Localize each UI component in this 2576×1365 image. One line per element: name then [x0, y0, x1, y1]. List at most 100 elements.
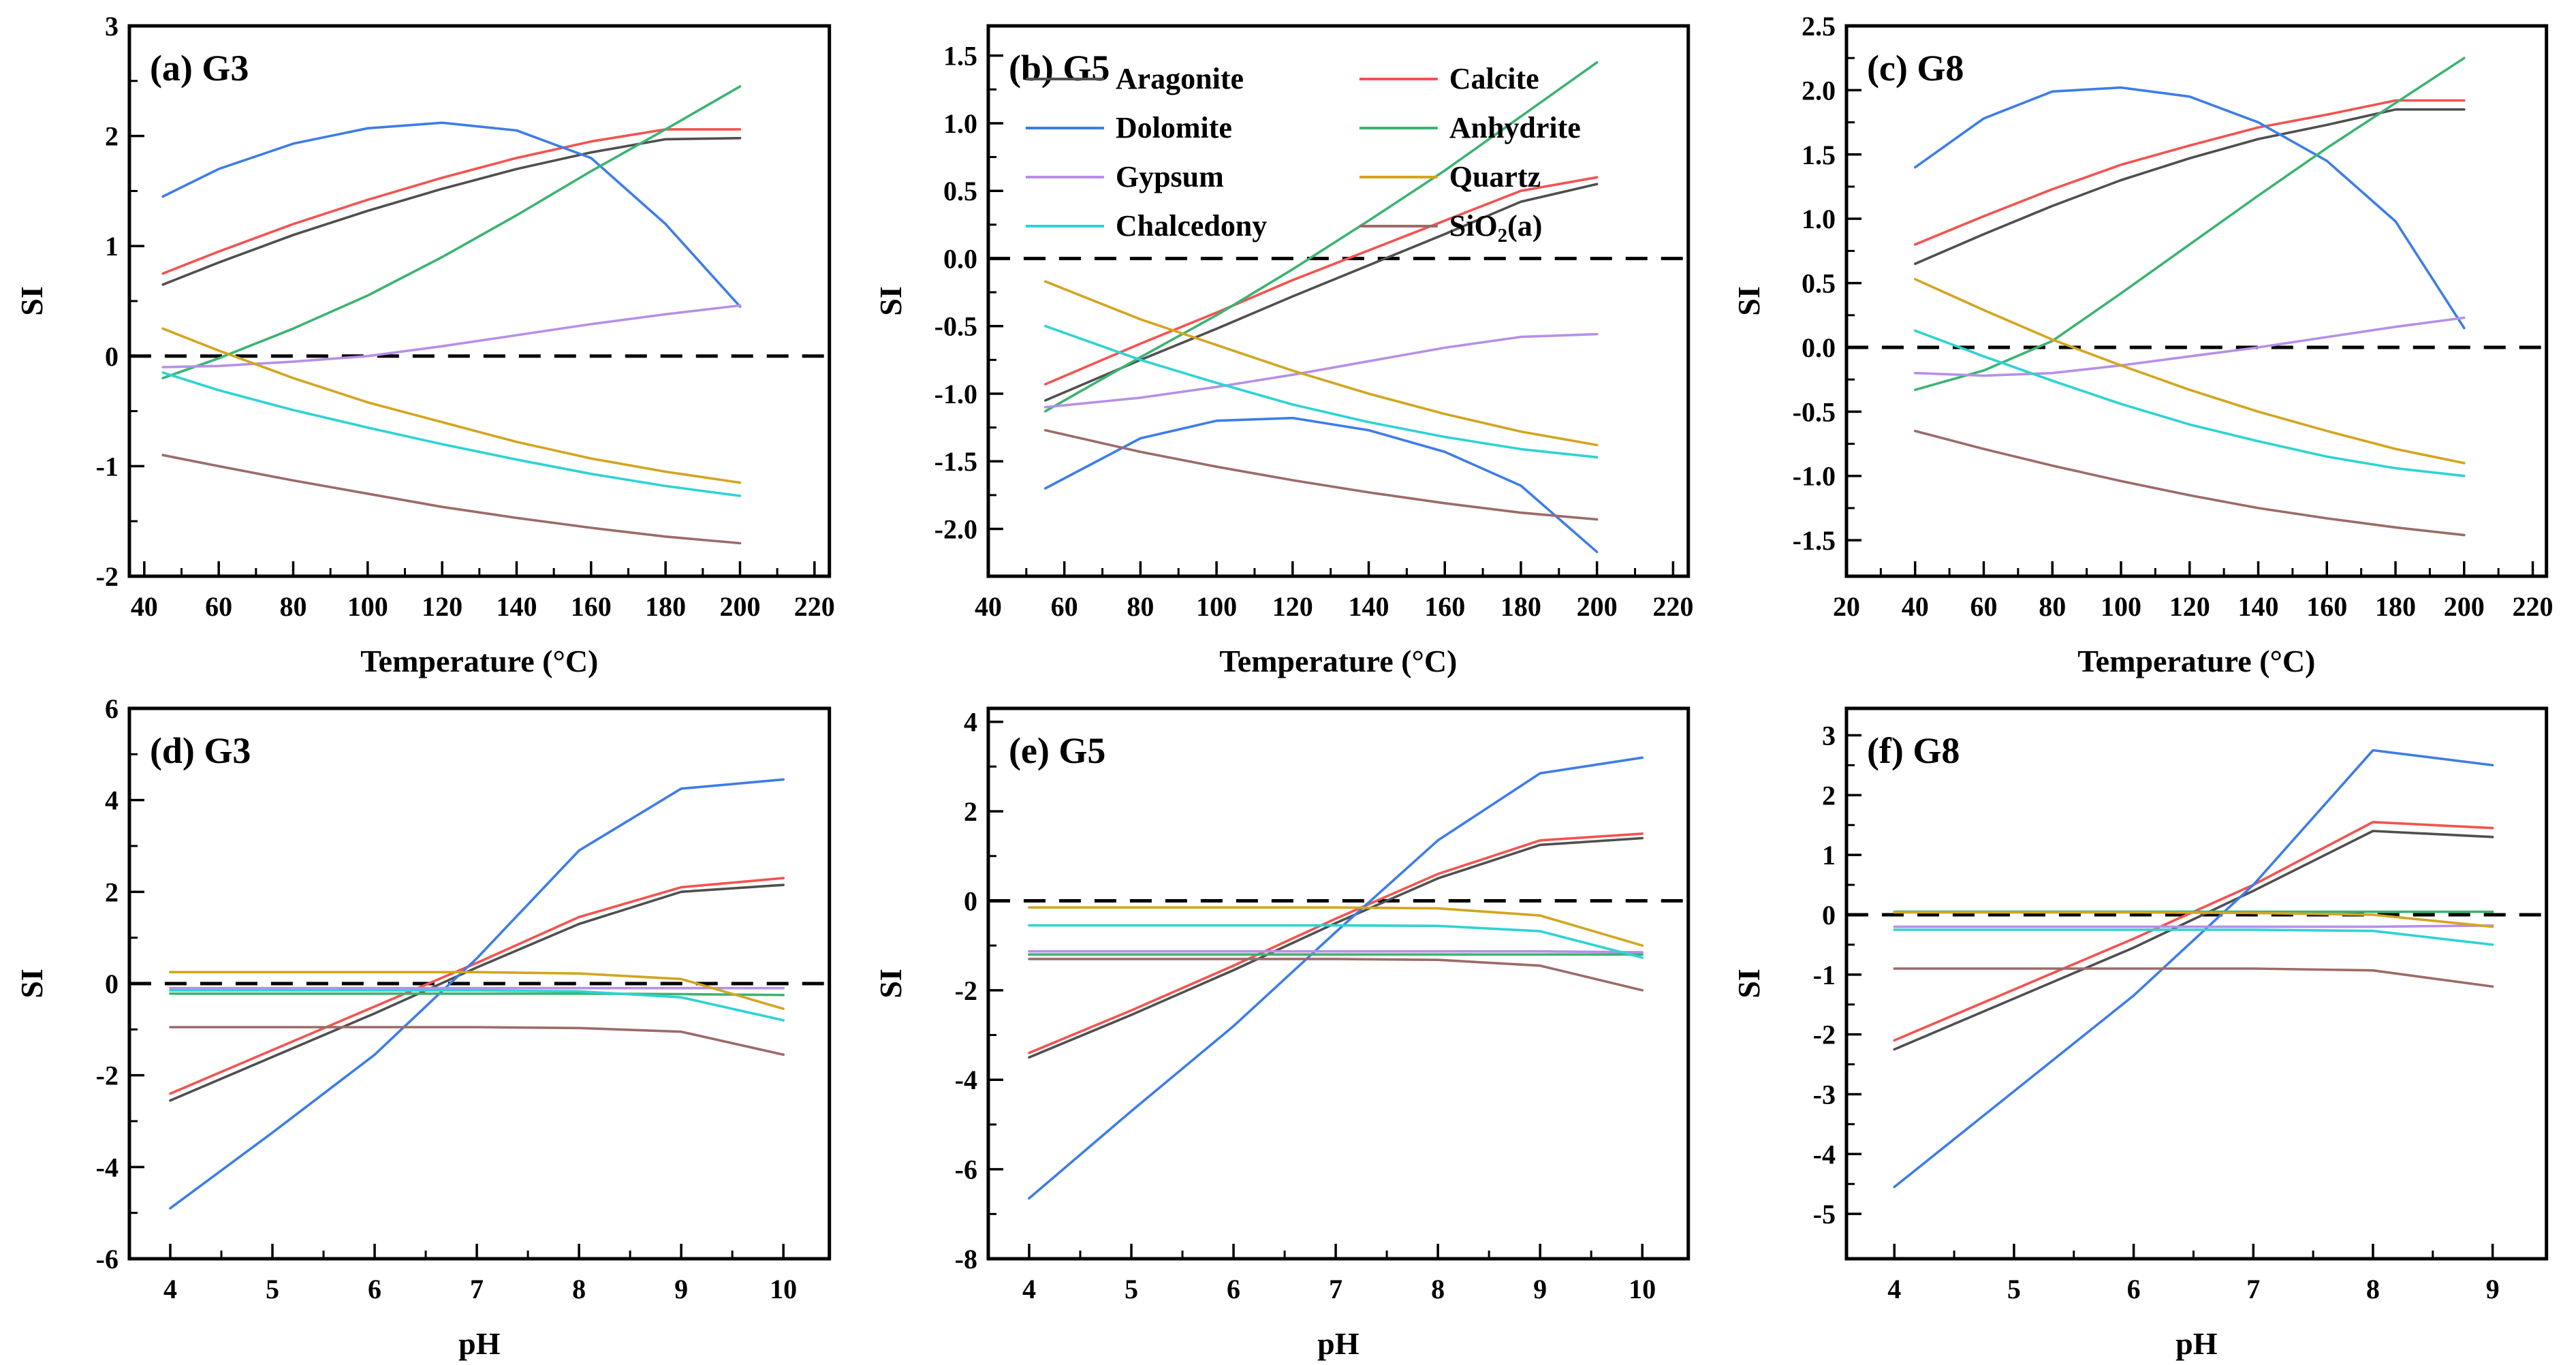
panel-title: (d) G3 [150, 730, 251, 771]
x-tick-label: 10 [1629, 1274, 1656, 1304]
x-tick-label: 5 [1125, 1274, 1138, 1304]
series-calcite [1914, 99, 2466, 246]
series-chalcedony [1893, 928, 2494, 946]
y-tick-label: -1 [1813, 960, 1836, 990]
series-aragonite [1043, 183, 1599, 402]
panel-e-chart: 4 5 6 7 8 9 10 -8 -6 -4 -2 0 2 4 (e) G5 pH SI [873, 706, 1690, 1361]
panel-c-chart: 20 40 60 80 100 120 140 160 180 200 220 -1.5 -1.0 -0.… [1731, 11, 2554, 678]
y-tick-label: -1 [96, 451, 119, 482]
series-quartz [169, 971, 785, 1010]
x-tick-label: 60 [1970, 591, 1998, 622]
y-tick-label: 1.0 [943, 108, 977, 139]
series-chalcedony [161, 371, 742, 497]
x-tick-label: 8 [2366, 1274, 2380, 1304]
panel-title: (c) G8 [1867, 48, 1964, 89]
legend-label: Aragonite [1116, 62, 1244, 95]
series-dolomite [1914, 86, 2466, 330]
plot-frame [1844, 24, 2549, 578]
plot-frame [986, 706, 1690, 1261]
series-gypsum [1914, 316, 2466, 377]
panel-a-g3-temperature: 40 60 80 100 120 140 160 180 200 220 -2 -1 0 1 2 3 (a) G… [0, 0, 859, 682]
legend-label: Anhydrite [1449, 111, 1580, 144]
plot-frame [1844, 706, 2549, 1261]
x-tick-label: 20 [1833, 591, 1860, 622]
y-tick-label: 2 [105, 121, 119, 152]
y-tick-label: 0.0 [1802, 332, 1836, 363]
x-tick-label: 9 [674, 1274, 688, 1304]
y-tick-label: 1.0 [1802, 204, 1836, 234]
series-aragonite [161, 137, 742, 286]
y-tick-label: 1 [1822, 840, 1836, 870]
y-tick-label: -6 [96, 1244, 119, 1274]
x-tick-label: 6 [1227, 1274, 1240, 1304]
x-tick-label: 60 [1050, 591, 1078, 622]
series-quartz [1027, 906, 1644, 947]
x-tick-label: 140 [1348, 591, 1389, 622]
y-tick-label: -0.5 [1793, 396, 1836, 427]
x-tick-label: 9 [2486, 1274, 2500, 1304]
y-tick-label: -0.5 [934, 311, 977, 342]
x-tick-label: 160 [1424, 591, 1465, 622]
y-tick-label: -1.5 [934, 446, 977, 477]
panel-title: (a) G3 [150, 48, 249, 89]
y-tick-label: 0.5 [1802, 268, 1836, 299]
panel-c-g8-temperature: 20 40 60 80 100 120 140 160 180 200 220 -1.5 -1.0 -0.… [1717, 0, 2576, 682]
series-anhydrite [1914, 57, 2466, 392]
x-tick-label: 180 [2375, 591, 2416, 622]
y-tick-label: -3 [1813, 1079, 1836, 1110]
x-tick-label: 7 [2247, 1274, 2261, 1304]
x-tick-label: 40 [131, 591, 158, 622]
y-tick-label: 4 [105, 785, 119, 816]
y-tick-label: -1.0 [934, 379, 977, 409]
x-tick-label: 120 [1272, 591, 1313, 622]
x-tick-label: 120 [2169, 591, 2210, 622]
series-quartz [1043, 280, 1599, 447]
legend-label: Dolomite [1116, 111, 1232, 144]
y-tick-label: -6 [954, 1155, 977, 1185]
panel-title: (e) G5 [1009, 730, 1105, 771]
y-tick-label: 0 [105, 969, 119, 999]
x-tick-label: 100 [347, 591, 388, 622]
panel-f-chart: 4 5 6 7 8 9 -5 -4 -3 -2 -1 0 1 2 3 (f) G8 pH SI [1731, 706, 2549, 1361]
x-tick-label: 8 [572, 1274, 586, 1304]
x-tick-label: 6 [2127, 1274, 2141, 1304]
series-sio-a- [1914, 429, 2466, 537]
panel-e-g5-ph: 4 5 6 7 8 9 10 -8 -6 -4 -2 0 2 4 (e) G5 pH SI [859, 682, 1718, 1365]
series-anhydrite [169, 992, 785, 997]
y-tick-label: 2 [105, 877, 119, 907]
series-quartz [161, 327, 742, 484]
panel-d-g3-ph: 4 5 6 7 8 9 10 -6 -4 -2 0 2 4 6 (d) G3 pH SI [0, 682, 859, 1365]
x-tick-label: 40 [975, 591, 1002, 622]
series-chalcedony [1914, 329, 2466, 477]
y-tick-label: 1.5 [943, 41, 977, 72]
y-tick-label: -1.5 [1793, 525, 1836, 556]
x-tick-label: 80 [2039, 591, 2067, 622]
x-tick-label: 220 [794, 591, 835, 622]
series-dolomite [1027, 756, 1644, 1200]
plot-frame [986, 24, 1690, 578]
panel-a-chart: 40 60 80 100 120 140 160 180 200 220 -2 -1 0 1 2 3 (a) G… [14, 11, 835, 678]
series-calcite [169, 877, 785, 1095]
x-tick-label: 6 [368, 1274, 381, 1304]
series-quartz [1893, 911, 2494, 928]
y-tick-label: -5 [1813, 1199, 1836, 1229]
y-tick-label: 2 [964, 796, 977, 827]
legend-label: Chalcedony [1116, 209, 1267, 242]
series-sio-a- [1027, 958, 1644, 992]
x-tick-label: 160 [571, 591, 612, 622]
x-axis-title: Temperature (°C) [360, 644, 598, 678]
x-tick-label: 4 [1022, 1274, 1036, 1304]
y-axis-title: SI [873, 286, 908, 315]
series-gypsum [1893, 924, 2494, 928]
x-tick-label: 180 [1501, 591, 1541, 622]
x-tick-label: 7 [1329, 1274, 1342, 1304]
x-tick-label: 220 [1652, 591, 1693, 622]
y-tick-label: 0.0 [943, 243, 977, 274]
y-tick-label: -4 [96, 1152, 119, 1182]
x-axis-title: pH [1317, 1326, 1359, 1361]
series-anhydrite [161, 85, 742, 379]
x-axis-title: pH [458, 1326, 500, 1361]
y-axis-title: SI [873, 969, 908, 998]
legend-label: Quartz [1449, 160, 1540, 193]
